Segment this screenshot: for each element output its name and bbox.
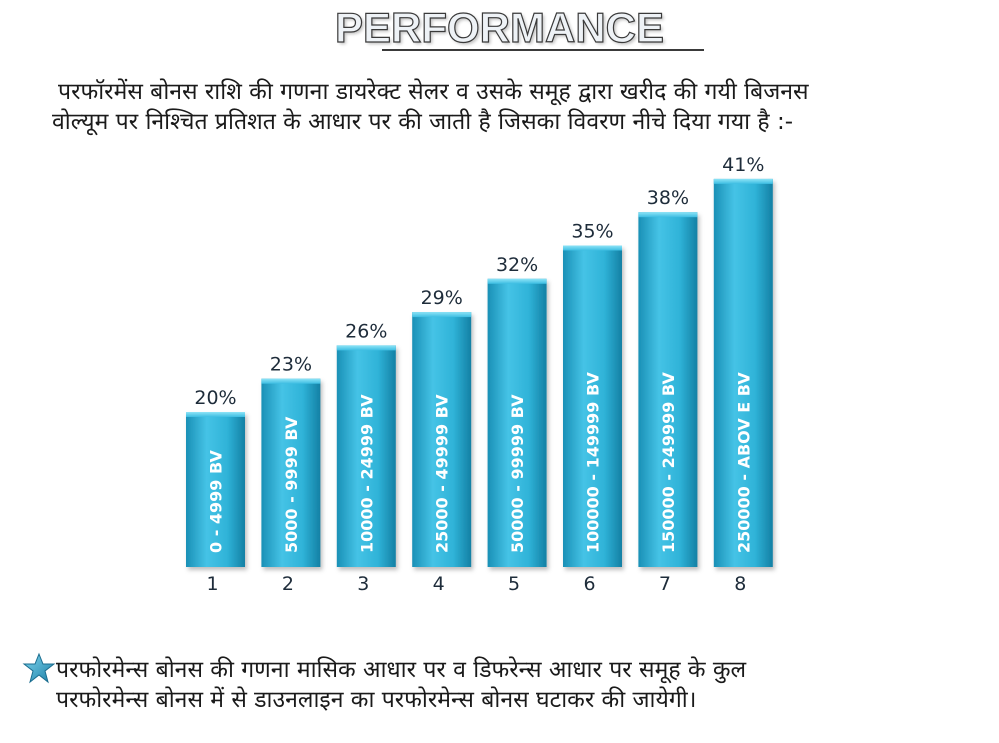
bar-rect-7 xyxy=(638,212,698,567)
bar-value-label-2: 23% xyxy=(270,354,312,376)
bar-range-label-7: 150000 - 249999 BV xyxy=(659,372,678,553)
category-label-5: 5 xyxy=(508,573,520,595)
intro-line-2: वोल्यूम पर निश्चित प्रतिशत के आधार पर की… xyxy=(52,109,794,135)
bar-3: 10000 - 24999 BV 26% 3 xyxy=(336,320,396,595)
bar-value-label-8: 41% xyxy=(722,154,764,176)
category-label-8: 8 xyxy=(734,573,746,595)
intro-line-1: परफॉरमेंस बोनस राशि की गणना डायरेक्ट सेल… xyxy=(58,79,809,105)
category-label-1: 1 xyxy=(206,573,218,595)
bar-rect-5 xyxy=(487,278,547,567)
bar-cap-3 xyxy=(336,345,396,351)
bar-5: 50000 - 99999 BV 32% 5 xyxy=(487,254,547,595)
category-label-3: 3 xyxy=(357,573,369,595)
bar-4: 25000 - 49999 BV 29% 4 xyxy=(412,287,472,595)
bar-7: 150000 - 249999 BV 38% 7 xyxy=(638,187,698,595)
bar-range-label-4: 25000 - 49999 BV xyxy=(433,394,452,553)
bar-rect-3 xyxy=(336,345,396,567)
bar-value-label-1: 20% xyxy=(194,387,236,409)
bar-range-label-6: 100000 - 149999 BV xyxy=(584,372,603,553)
bar-value-label-3: 26% xyxy=(345,320,387,342)
bar-range-label-8: 250000 - ABOV E BV xyxy=(734,372,753,553)
bar-1: 0 - 4999 BV 20% 1 xyxy=(186,387,245,595)
bar-rect-2 xyxy=(261,378,321,567)
bar-cap-6 xyxy=(563,245,622,251)
page-title: PERFORMANCE xyxy=(334,3,664,51)
star-icon xyxy=(22,652,56,684)
bar-cap-1 xyxy=(186,412,245,417)
bar-cap-4 xyxy=(412,312,472,318)
bar-cap-5 xyxy=(487,278,547,284)
footer-note-line-1: परफोरमेन्स बोनस की गणना मासिक आधार पर व … xyxy=(56,657,747,683)
bar-range-label-3: 10000 - 24999 BV xyxy=(357,394,376,553)
bar-range-label-5: 50000 - 99999 BV xyxy=(508,394,527,553)
bar-rect-4 xyxy=(412,312,472,567)
category-label-4: 4 xyxy=(433,573,445,595)
bar-range-label-1: 0 - 4999 BV xyxy=(207,449,226,553)
footer-note-line-2: परफोरमेन्स बोनस में से डाउनलाइन का परफोर… xyxy=(56,687,697,713)
bar-value-label-4: 29% xyxy=(421,287,463,309)
category-label-2: 2 xyxy=(282,573,294,595)
bar-2: 5000 - 9999 BV 23% 2 xyxy=(261,354,321,595)
bar-8: 250000 - ABOV E BV 41% 8 xyxy=(713,154,773,595)
bar-rect-6 xyxy=(563,245,622,567)
bar-value-label-7: 38% xyxy=(647,187,689,209)
title-underline xyxy=(382,49,704,51)
bar-cap-8 xyxy=(713,178,773,184)
bar-range-label-2: 5000 - 9999 BV xyxy=(282,416,301,553)
bar-cap-2 xyxy=(261,378,321,384)
bar-6: 100000 - 149999 BV 35% 6 xyxy=(563,221,622,595)
category-label-7: 7 xyxy=(659,573,671,595)
category-label-6: 6 xyxy=(583,573,595,595)
bar-value-label-6: 35% xyxy=(571,221,613,243)
bar-rect-1 xyxy=(186,412,245,567)
bar-value-label-5: 32% xyxy=(496,254,538,276)
bar-rect-8 xyxy=(713,178,773,567)
bar-cap-7 xyxy=(638,212,698,218)
